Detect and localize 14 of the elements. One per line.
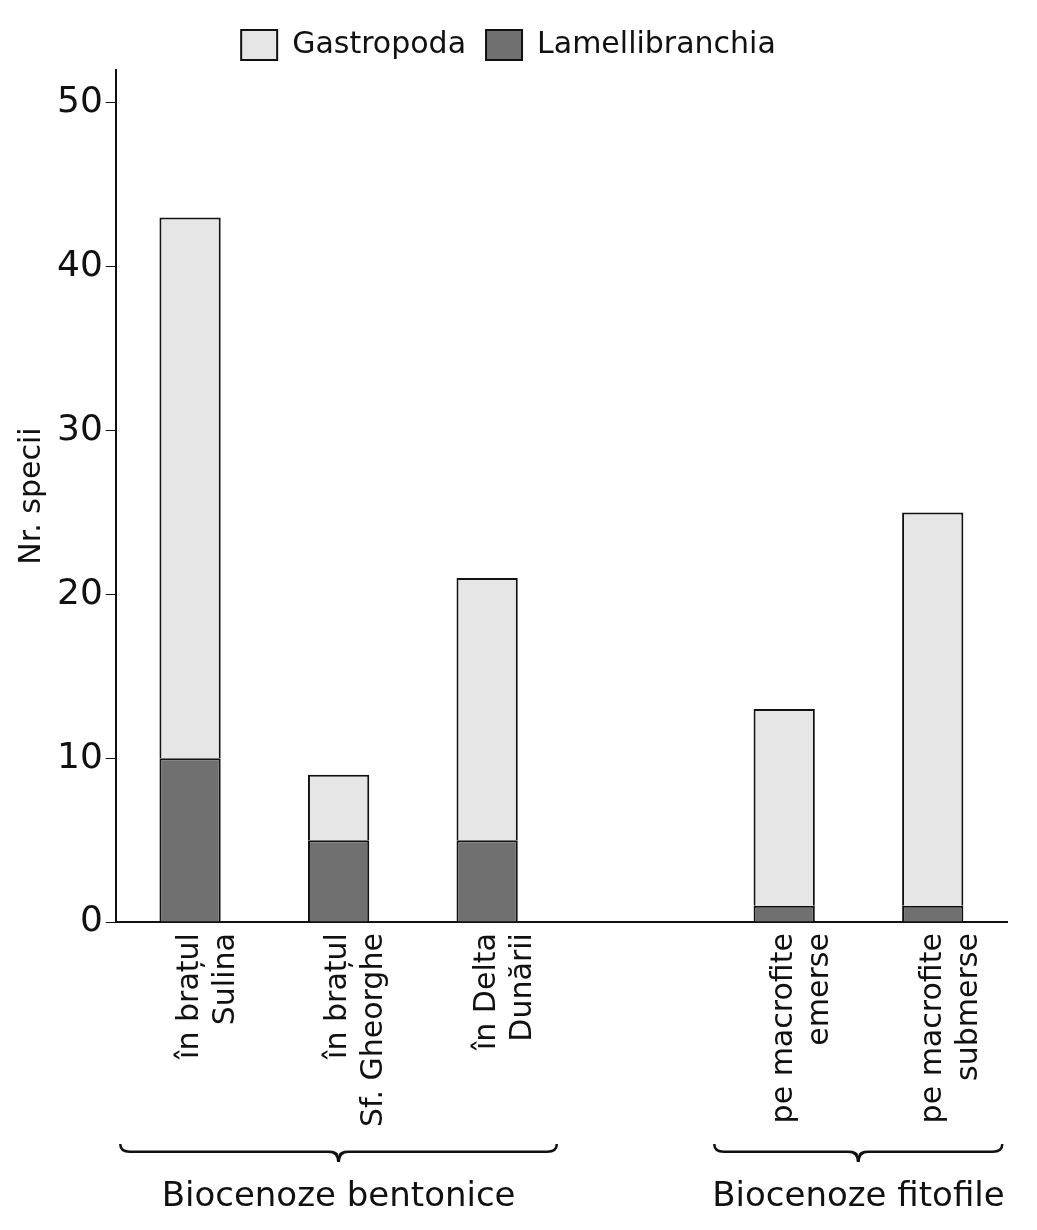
x-tick-label: în Delta Dunării [466, 933, 538, 1052]
text: Biocenoze fitofile [712, 1174, 1005, 1214]
y-tick-label: 50 [57, 79, 103, 121]
y-axis-title: Nr. specii [11, 427, 47, 565]
x-tick-label: în brațul Sulina [169, 933, 241, 1060]
text: Biocenoze bentonice [161, 1174, 516, 1214]
y-tick-label: 30 [57, 406, 103, 448]
y-tick-label: 0 [79, 898, 103, 940]
legend-label: Gastropoda [292, 24, 467, 60]
x-tick-label: pe macrofite emerse [764, 933, 835, 1124]
y-tick-label: 20 [57, 570, 103, 612]
y-tick-label: 10 [57, 734, 103, 776]
y-tick-label: 40 [57, 243, 103, 284]
legend-label: Lamellibranchia [537, 24, 776, 60]
